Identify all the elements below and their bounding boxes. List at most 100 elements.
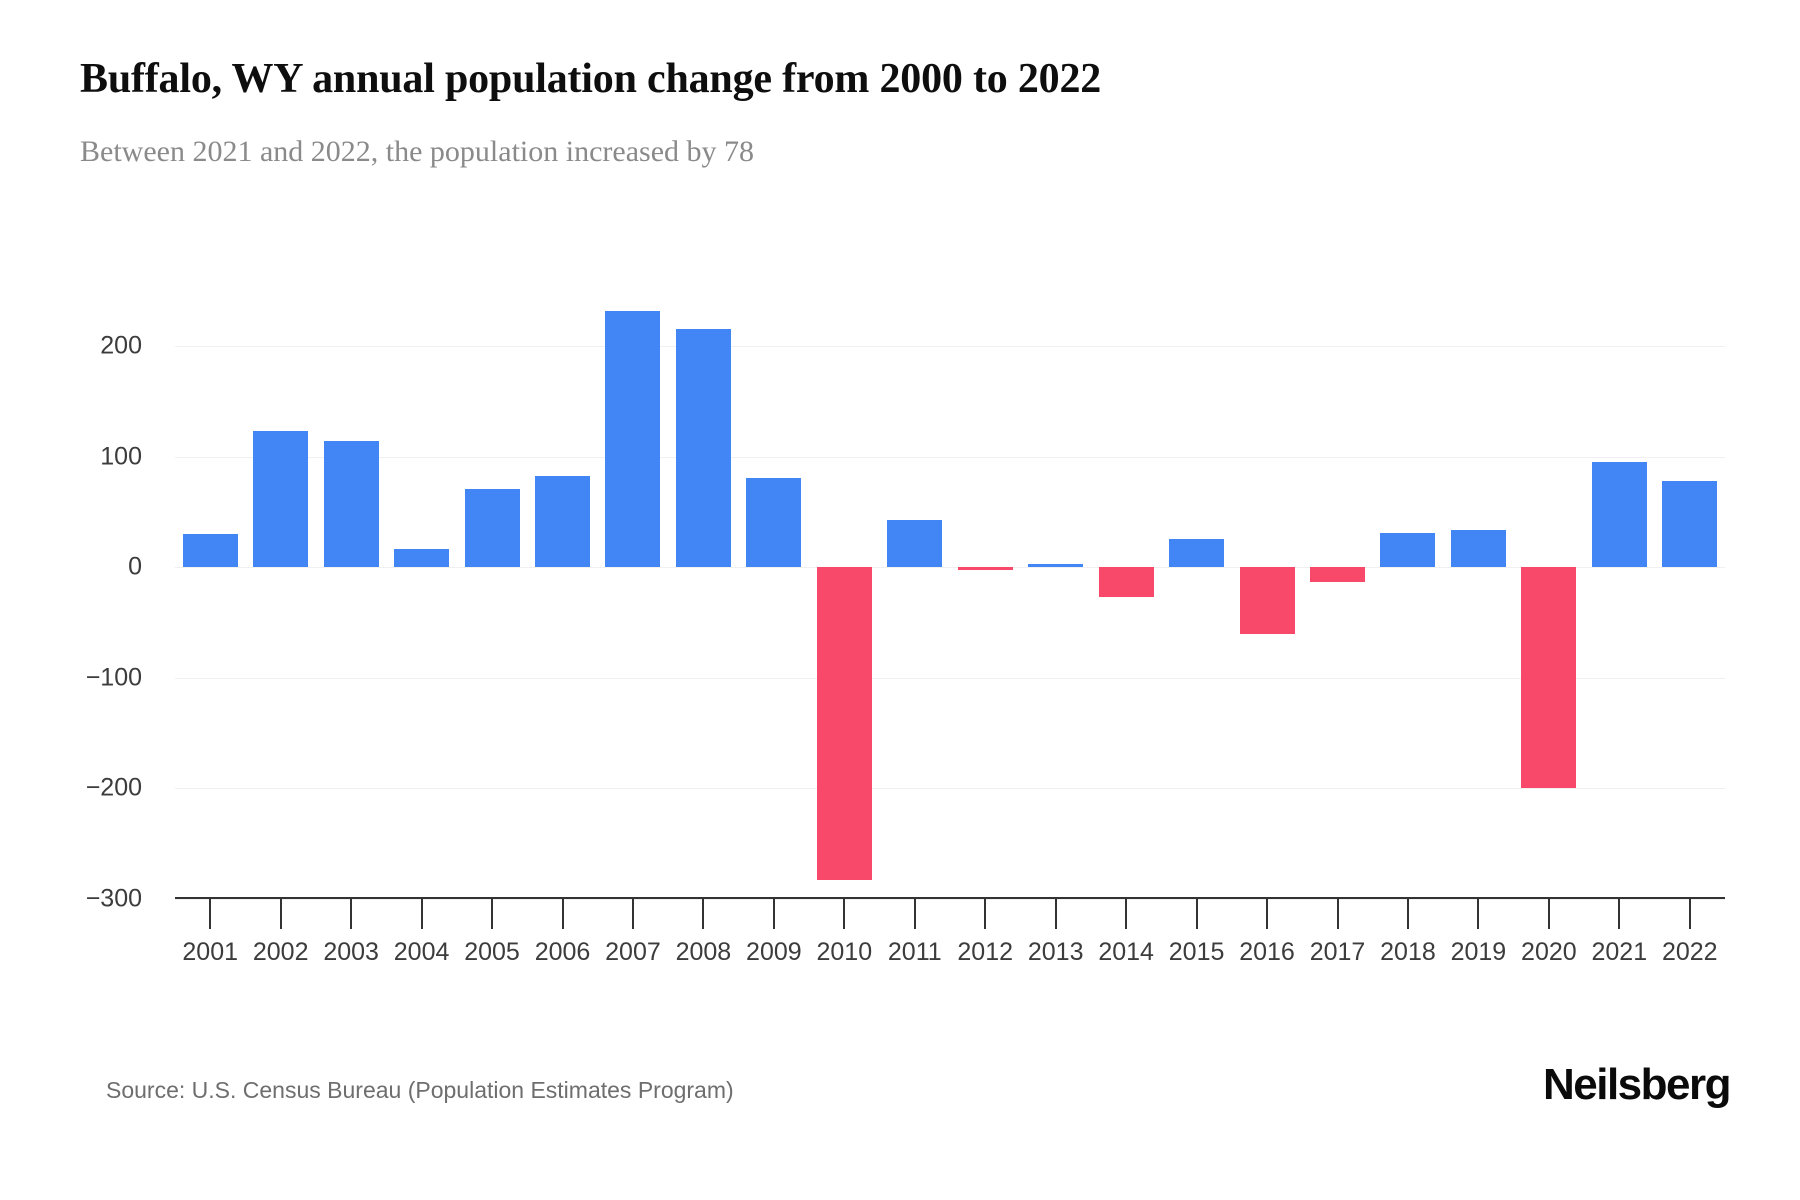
y-axis-tick-label: −300 — [85, 884, 142, 913]
gridline — [175, 456, 1725, 458]
x-axis-tick-label: 2008 — [675, 938, 732, 966]
x-axis-tick — [702, 899, 705, 929]
x-axis-tick-label: 2016 — [1239, 938, 1295, 966]
bar-2010[interactable] — [816, 567, 872, 881]
bar-2002[interactable] — [253, 431, 309, 568]
bar-slot — [245, 280, 315, 899]
bar-2018[interactable] — [1380, 533, 1436, 568]
bar-2012[interactable] — [957, 567, 1013, 571]
bar-2008[interactable] — [675, 328, 731, 568]
x-axis-tick — [913, 899, 916, 929]
gridline — [175, 899, 1725, 900]
bar-2017[interactable] — [1310, 567, 1365, 582]
bar-slot — [457, 280, 527, 899]
x-axis-tick-label: 2017 — [1309, 938, 1366, 966]
x-axis-tick-label: 2009 — [746, 938, 802, 966]
y-axis-labels: 200 100 0 −100 −200 −300 — [0, 280, 160, 913]
x-axis-tick — [420, 899, 423, 929]
x-axis-tick-label: 2010 — [816, 938, 873, 966]
x-axis-tick — [350, 899, 353, 929]
bar-2006[interactable] — [535, 475, 590, 568]
brand-logo: Neilsberg — [1542, 1060, 1732, 1109]
bar-slot — [175, 280, 245, 899]
x-axis-tick-label: 2002 — [252, 938, 309, 966]
bar-2001[interactable] — [182, 534, 238, 568]
y-axis-tick-label: −200 — [85, 773, 142, 802]
bar-2015[interactable] — [1169, 538, 1225, 568]
x-axis-tick-label: 2021 — [1591, 938, 1648, 966]
bar-slot — [316, 280, 386, 899]
bar-2013[interactable] — [1028, 564, 1084, 568]
bar-slot — [1161, 280, 1231, 899]
y-axis-tick-label: 0 — [128, 552, 142, 581]
x-axis-tick — [1477, 899, 1480, 929]
page-title: Buffalo, WY annual population change fro… — [80, 56, 1102, 102]
x-axis-tick — [1195, 899, 1198, 929]
x-axis-tick-label: 2012 — [957, 938, 1014, 966]
y-axis-tick-label: 200 — [100, 331, 142, 360]
x-axis-tick-label: 2020 — [1521, 938, 1577, 966]
x-axis-tick — [772, 899, 775, 929]
x-axis-tick — [1054, 899, 1057, 929]
x-axis-tick-label: 2015 — [1168, 938, 1225, 966]
bar-slot — [1443, 280, 1513, 899]
x-axis-ticks — [175, 899, 1725, 933]
y-axis-tick-label: −100 — [85, 663, 142, 692]
x-axis-tick — [1618, 899, 1621, 929]
x-axis-tick-label: 2006 — [534, 938, 591, 966]
bar-2014[interactable] — [1098, 567, 1154, 598]
bar-slot — [1655, 280, 1725, 899]
bar-slot — [739, 280, 809, 899]
bar-slot — [598, 280, 668, 899]
bar-2021[interactable] — [1591, 462, 1647, 568]
bar-slot — [809, 280, 879, 899]
x-axis-tick-label: 2003 — [323, 938, 379, 966]
bar-slot — [1514, 280, 1584, 899]
bar-slot — [1302, 280, 1372, 899]
gridline — [175, 346, 1725, 348]
x-axis-tick-label: 2014 — [1098, 938, 1154, 966]
x-axis-tick — [209, 899, 212, 929]
bar-2004[interactable] — [394, 548, 450, 568]
gridline — [175, 788, 1725, 790]
bar-slot — [1373, 280, 1443, 899]
x-axis-tick — [561, 899, 564, 929]
bar-slot — [527, 280, 597, 899]
bar-2022[interactable] — [1662, 481, 1718, 568]
x-axis-tick-label: 2013 — [1027, 938, 1084, 966]
x-axis-tick-label: 2022 — [1661, 938, 1718, 966]
gridline — [175, 567, 1725, 569]
bar-series — [175, 280, 1725, 899]
x-axis-tick — [1125, 899, 1128, 929]
bar-2003[interactable] — [323, 441, 379, 568]
x-axis-tick — [1688, 899, 1691, 929]
bar-2011[interactable] — [887, 519, 943, 568]
x-axis-tick-label: 2019 — [1450, 938, 1507, 966]
bar-slot — [880, 280, 950, 899]
x-axis-tick-label: 2001 — [182, 938, 239, 966]
bar-slot — [1020, 280, 1090, 899]
bar-slot — [1584, 280, 1654, 899]
bar-2005[interactable] — [464, 488, 520, 568]
x-axis-tick — [1547, 899, 1550, 929]
source-note: Source: U.S. Census Bureau (Population E… — [106, 1077, 734, 1103]
bar-2009[interactable] — [746, 477, 802, 568]
plot-area — [175, 280, 1725, 900]
y-axis-tick-label: 100 — [100, 442, 142, 471]
bar-2016[interactable] — [1239, 567, 1295, 634]
bar-2020[interactable] — [1521, 567, 1577, 789]
x-axis-tick — [631, 899, 634, 929]
bar-2007[interactable] — [605, 310, 661, 568]
x-axis-line — [175, 897, 1725, 899]
gridline — [175, 677, 1725, 679]
bar-slot — [668, 280, 738, 899]
page-subtitle: Between 2021 and 2022, the population in… — [80, 135, 755, 168]
x-axis-tick-label: 2011 — [887, 938, 942, 966]
x-axis-tick — [984, 899, 987, 929]
bar-slot — [386, 280, 456, 899]
bar-2019[interactable] — [1450, 529, 1506, 568]
x-axis-tick — [1406, 899, 1409, 929]
x-axis-tick — [279, 899, 282, 929]
bar-slot — [950, 280, 1020, 899]
x-axis-tick-label: 2004 — [393, 938, 450, 966]
